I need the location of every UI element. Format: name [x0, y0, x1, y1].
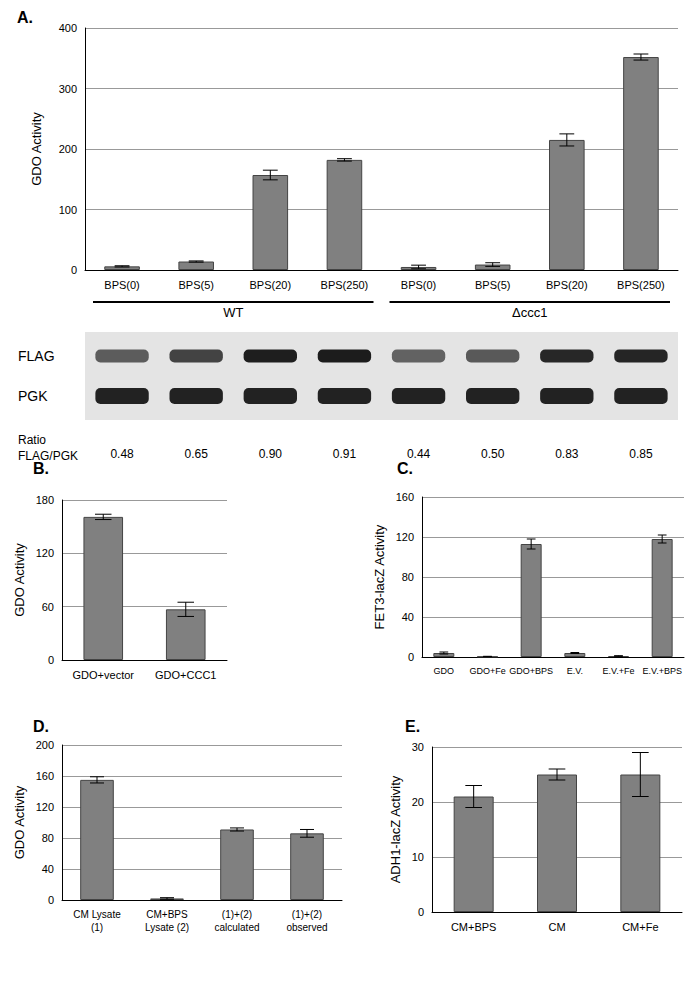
- svg-text:CM Lysate: CM Lysate: [73, 909, 121, 920]
- svg-text:Ratio: Ratio: [18, 433, 46, 447]
- svg-text:0.91: 0.91: [333, 447, 357, 461]
- svg-text:BPS(0): BPS(0): [104, 279, 139, 291]
- svg-text:BPS(20): BPS(20): [546, 279, 588, 291]
- svg-text:0.50: 0.50: [481, 447, 505, 461]
- svg-text:0: 0: [408, 651, 414, 663]
- svg-text:A.: A.: [17, 9, 33, 26]
- svg-text:0: 0: [48, 654, 54, 666]
- svg-text:B.: B.: [33, 460, 49, 477]
- svg-text:CM: CM: [548, 921, 565, 933]
- svg-text:160: 160: [36, 770, 54, 782]
- svg-text:200: 200: [59, 143, 77, 155]
- svg-text:E.V.+BPS: E.V.+BPS: [642, 666, 681, 676]
- svg-text:BPS(0): BPS(0): [401, 279, 436, 291]
- svg-text:0: 0: [71, 264, 77, 276]
- svg-text:GDO+vector: GDO+vector: [73, 669, 135, 681]
- svg-text:Lysate (2): Lysate (2): [145, 922, 189, 933]
- svg-text:D.: D.: [33, 718, 49, 735]
- svg-text:160: 160: [396, 491, 414, 503]
- svg-text:GDO+CCC1: GDO+CCC1: [155, 669, 216, 681]
- svg-text:FET3-lacZ Activity: FET3-lacZ Activity: [372, 524, 387, 629]
- svg-text:E.V.: E.V.: [567, 666, 583, 676]
- svg-text:BPS(250): BPS(250): [321, 279, 369, 291]
- svg-text:100: 100: [59, 204, 77, 216]
- svg-text:0.44: 0.44: [406, 447, 431, 461]
- svg-text:BPS(20): BPS(20): [250, 279, 292, 291]
- svg-text:0: 0: [418, 906, 424, 918]
- svg-text:E.: E.: [405, 718, 420, 735]
- svg-text:GDO Activity: GDO Activity: [12, 543, 27, 617]
- svg-text:180: 180: [36, 494, 54, 506]
- svg-text:(1)+(2): (1)+(2): [292, 909, 322, 920]
- svg-text:120: 120: [36, 547, 54, 559]
- svg-text:C.: C.: [397, 460, 413, 477]
- svg-text:PGK: PGK: [18, 388, 48, 404]
- svg-text:CM+BPS: CM+BPS: [146, 909, 188, 920]
- svg-text:CM+BPS: CM+BPS: [451, 921, 497, 933]
- svg-text:GDO+BPS: GDO+BPS: [509, 666, 553, 676]
- svg-text:120: 120: [396, 531, 414, 543]
- svg-text:(1)+(2): (1)+(2): [222, 909, 252, 920]
- svg-text:80: 80: [402, 571, 414, 583]
- svg-text:40: 40: [42, 863, 54, 875]
- svg-text:30: 30: [412, 741, 424, 753]
- svg-text:80: 80: [42, 832, 54, 844]
- svg-text:GDO+Fe: GDO+Fe: [469, 666, 505, 676]
- svg-text:BPS(5): BPS(5): [475, 279, 510, 291]
- svg-text:Δccc1: Δccc1: [512, 305, 547, 320]
- svg-text:CM+Fe: CM+Fe: [622, 921, 658, 933]
- svg-text:calculated: calculated: [214, 922, 259, 933]
- svg-text:BPS(250): BPS(250): [617, 279, 665, 291]
- svg-text:40: 40: [402, 611, 414, 623]
- svg-text:400: 400: [59, 22, 77, 34]
- svg-text:BPS(5): BPS(5): [178, 279, 213, 291]
- svg-text:GDO Activity: GDO Activity: [29, 112, 44, 186]
- svg-text:0: 0: [48, 894, 54, 906]
- svg-text:60: 60: [42, 601, 54, 613]
- svg-text:300: 300: [59, 83, 77, 95]
- svg-text:0.85: 0.85: [629, 447, 653, 461]
- svg-text:FLAG/PGK: FLAG/PGK: [18, 449, 78, 463]
- svg-text:(1): (1): [91, 922, 103, 933]
- svg-text:GDO Activity: GDO Activity: [12, 785, 27, 859]
- svg-text:20: 20: [412, 796, 424, 808]
- svg-text:ADH1-lacZ Activity: ADH1-lacZ Activity: [388, 775, 403, 883]
- svg-text:WT: WT: [223, 305, 243, 320]
- svg-text:200: 200: [36, 739, 54, 751]
- svg-text:10: 10: [412, 851, 424, 863]
- svg-text:E.V.+Fe: E.V.+Fe: [603, 666, 635, 676]
- svg-text:GDO: GDO: [434, 666, 455, 676]
- svg-text:0.83: 0.83: [555, 447, 579, 461]
- svg-text:0.48: 0.48: [110, 447, 134, 461]
- svg-text:FLAG: FLAG: [18, 348, 55, 364]
- svg-text:0.65: 0.65: [185, 447, 209, 461]
- svg-text:observed: observed: [286, 922, 327, 933]
- svg-text:120: 120: [36, 801, 54, 813]
- svg-text:0.90: 0.90: [259, 447, 283, 461]
